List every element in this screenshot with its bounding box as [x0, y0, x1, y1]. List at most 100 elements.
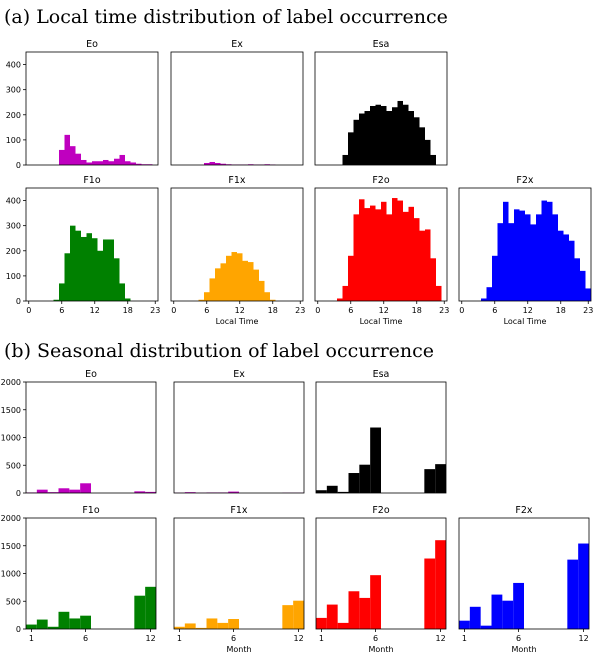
bar-f1o: [80, 615, 91, 629]
bar-f2o: [397, 200, 403, 301]
bar-eo: [70, 146, 76, 165]
bar-eo: [75, 153, 81, 165]
bar-f1x: [204, 292, 210, 301]
panel-frame: [315, 381, 447, 494]
bar-f1x: [220, 263, 226, 301]
x-tick-label: 0: [171, 306, 176, 315]
y-tick-label: 0: [16, 297, 21, 306]
bar-f2o: [392, 198, 398, 301]
bar-f1x: [264, 292, 270, 301]
bar-f2x: [569, 240, 575, 301]
bar-f2x: [580, 270, 586, 301]
x-tick-label: 12: [235, 306, 245, 315]
bar-esa: [375, 104, 381, 165]
bar-f2x: [558, 230, 564, 301]
panel-title: F1x: [230, 505, 248, 516]
bar-eo: [119, 154, 125, 165]
bar-f2o: [316, 617, 327, 629]
bar-f1o: [36, 619, 48, 629]
x-axis-label: Local Time: [216, 317, 259, 326]
bar-esa: [364, 111, 370, 165]
panel-f1x-11: F1x 1 6 12 Month: [173, 505, 305, 654]
x-tick-label: 0: [459, 306, 464, 315]
panel-frame: [458, 517, 590, 630]
bar-f2x: [502, 600, 514, 629]
bar-f1o: [119, 283, 125, 301]
bar-f2x: [547, 201, 553, 301]
panel-frame: [170, 187, 304, 302]
bar-esa: [403, 104, 409, 165]
y-tick-label: 2000: [1, 378, 21, 387]
bar-f1x: [209, 278, 215, 301]
bar-f2x: [508, 223, 514, 301]
panel-title: Eo: [86, 39, 98, 50]
bar-f2x: [491, 594, 503, 629]
bar-f1o: [58, 611, 70, 629]
bar-eo: [64, 134, 70, 165]
bar-f2o: [326, 604, 338, 629]
bar-ex: [209, 161, 215, 165]
bar-f2o: [435, 540, 446, 629]
x-tick-label: 6: [231, 634, 236, 643]
bar-esa: [359, 464, 371, 493]
bar-f2x: [552, 214, 558, 301]
bar-f1x: [270, 299, 276, 301]
bar-f2o: [375, 209, 381, 301]
bar-f1x: [215, 268, 221, 301]
panel-f1x-4: F1x 0 6 12 18 23 Local Time: [170, 175, 305, 326]
bar-f2o: [425, 229, 431, 301]
bar-f1x: [259, 280, 265, 301]
bar-f1x: [293, 600, 304, 629]
x-tick-label: 1: [319, 634, 324, 643]
bar-f2x: [497, 223, 503, 301]
bar-f2x: [563, 234, 569, 301]
y-tick-label: 1500: [1, 542, 21, 551]
bar-esa: [425, 139, 431, 165]
panel-f2o-5: F2o 0 6 12 18 23 Local Time: [314, 175, 449, 326]
bar-f2o: [364, 208, 370, 301]
x-tick-label: 6: [59, 306, 64, 315]
bar-f2o: [430, 258, 436, 301]
x-tick-label: 6: [492, 306, 497, 315]
bar-esa: [386, 111, 392, 165]
panel-title: F2x: [516, 175, 534, 186]
bar-esa: [370, 105, 376, 165]
x-axis-label: Local Time: [504, 317, 547, 326]
bar-f1o: [145, 586, 156, 629]
x-tick-label: 23: [295, 306, 305, 315]
panel-f2o-12: F2o 1 6 12 Month: [315, 505, 447, 654]
x-tick-label: 12: [523, 306, 533, 315]
y-tick-label: 0: [16, 625, 21, 634]
bar-f2x: [481, 298, 487, 301]
panel-frame: [25, 51, 159, 166]
bar-f1x: [174, 626, 185, 629]
bar-eo: [134, 491, 146, 493]
panel-f2x-13: F2x 1 6 12 Month: [458, 505, 590, 654]
bar-esa: [359, 113, 365, 165]
bar-f2o: [381, 201, 387, 301]
bar-eo: [130, 162, 136, 165]
x-tick-label: 23: [150, 306, 160, 315]
bar-f2o: [419, 230, 425, 301]
bar-f2x: [480, 625, 492, 629]
bar-f2o: [348, 255, 354, 301]
bar-f1x: [242, 260, 248, 301]
bar-f2o: [424, 558, 436, 629]
x-tick-label: 6: [348, 306, 353, 315]
bar-f2o: [353, 214, 359, 301]
bar-esa: [348, 132, 354, 165]
x-axis-label: Month: [226, 645, 251, 654]
x-tick-label: 6: [373, 634, 378, 643]
x-tick-label: 23: [439, 306, 449, 315]
bar-f1x: [248, 262, 254, 301]
x-tick-label: 6: [516, 634, 521, 643]
x-tick-label: 18: [123, 306, 133, 315]
y-tick-label: 0: [16, 489, 21, 498]
bar-f2o: [386, 214, 392, 301]
bar-esa: [370, 427, 381, 493]
bar-f1o: [69, 618, 81, 629]
panel-eo-0: Eo 0 100 200 300 400: [6, 39, 159, 170]
x-tick-label: 18: [268, 306, 278, 315]
y-tick-label: 500: [6, 597, 21, 606]
